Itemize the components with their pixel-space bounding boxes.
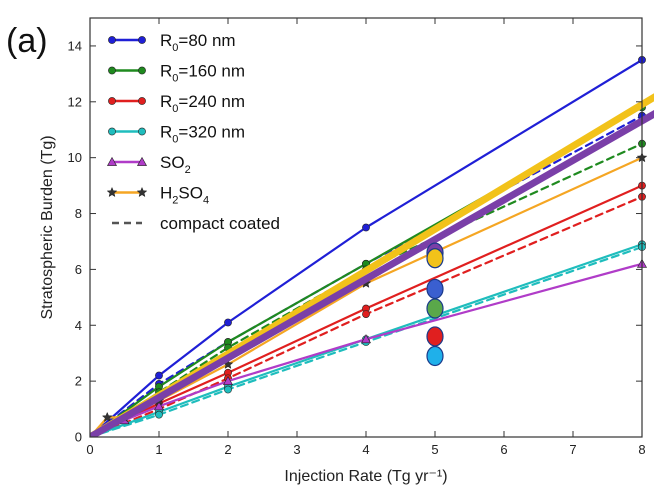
- legend-label-r80: R0=80 nm: [160, 31, 236, 54]
- x-tick-label-5: 5: [431, 442, 438, 457]
- panel-label: (a): [6, 22, 48, 60]
- legend-marker-b-so2: [136, 156, 148, 166]
- legend-label-r160: R0=160 nm: [160, 62, 245, 85]
- x-axis-title: Injection Rate (Tg yr⁻¹): [284, 468, 447, 485]
- y-axis-title: Stratospheric Burden (Tg): [39, 135, 56, 319]
- legend-label-h2so4: H2SO4: [160, 184, 209, 207]
- scatter-point-2: [426, 278, 444, 300]
- series-line-r80: [90, 58, 644, 437]
- point-r80-3: [362, 223, 370, 232]
- legend-label-r320: R0=320 nm: [160, 123, 245, 146]
- scatter-point-5: [426, 345, 444, 367]
- legend-label-compact-coated: compact coated: [160, 214, 280, 233]
- plot-layer: [90, 56, 654, 437]
- x-tick-label-4: 4: [362, 442, 369, 457]
- legend-marker-a-r160: [108, 66, 116, 75]
- point-r240d-3: [362, 310, 370, 318]
- legend-marker-a-h2so4: [106, 186, 118, 198]
- point-so2-3: [222, 376, 234, 386]
- series-line-so2: [90, 262, 644, 437]
- legend-item-r320: R0=320 nm: [108, 123, 245, 146]
- legend-marker-a-r240: [108, 97, 116, 105]
- point-r80-1: [155, 371, 163, 380]
- legend-marker-a-r320: [108, 127, 116, 136]
- x-tick-label-7: 7: [569, 442, 576, 457]
- x-tick-label-0: 0: [86, 442, 93, 457]
- y-tick-label-4: 8: [75, 206, 82, 221]
- x-tick-label-6: 6: [500, 442, 507, 457]
- y-tick-label-1: 2: [75, 374, 82, 389]
- legend-label-r240: R0=240 nm: [160, 92, 245, 115]
- legend-marker-b-h2so4: [136, 186, 148, 198]
- point-r320d-2: [224, 385, 232, 394]
- legend-item-compact-coated: compact coated: [112, 214, 280, 233]
- point-h2so4-1: [101, 411, 113, 423]
- x-tick-label-1: 1: [155, 442, 162, 457]
- y-tick-label-3: 6: [75, 262, 82, 277]
- y-tick-label-2: 4: [75, 318, 82, 333]
- scatter-point-4: [426, 326, 444, 347]
- y-tick-label-7: 14: [68, 38, 82, 53]
- y-tick-label-6: 12: [68, 94, 82, 109]
- point-so2-2: [153, 401, 165, 411]
- point-r320d-1: [155, 410, 163, 419]
- x-tick-label-8: 8: [638, 442, 645, 457]
- legend-marker-b-r80: [138, 36, 146, 44]
- legend-item-r240: R0=240 nm: [108, 92, 245, 115]
- point-so2-4: [360, 334, 372, 344]
- legend-item-r80: R0=80 nm: [108, 31, 236, 54]
- legend: R0=80 nm R0=160 nm R0=240 nm R0=320 nm SO2 H2…: [106, 31, 280, 233]
- y-tick-label-0: 0: [75, 430, 82, 445]
- legend-marker-b-r240: [138, 97, 146, 105]
- series-r80: [90, 56, 646, 437]
- series-thick_purple: [90, 109, 654, 437]
- legend-item-so2: SO2: [106, 153, 191, 176]
- x-tick-label-2: 2: [224, 442, 231, 457]
- legend-label-so2: SO2: [160, 153, 191, 176]
- legend-item-h2so4: H2SO4: [106, 184, 209, 207]
- scatter-point-3: [426, 298, 444, 319]
- legend-marker-a-so2: [106, 156, 118, 166]
- y-tick-label-5: 10: [68, 150, 82, 165]
- point-r80-2: [224, 318, 232, 327]
- legend-marker-a-r80: [108, 36, 116, 44]
- legend-marker-b-r320: [138, 127, 146, 136]
- legend-marker-b-r160: [138, 66, 146, 75]
- series-line-thick_purple: [90, 109, 654, 437]
- legend-item-r160: R0=160 nm: [108, 62, 245, 85]
- x-tick-label-3: 3: [293, 442, 300, 457]
- scatter-points: [426, 242, 444, 367]
- scatter-point-1: [426, 248, 444, 269]
